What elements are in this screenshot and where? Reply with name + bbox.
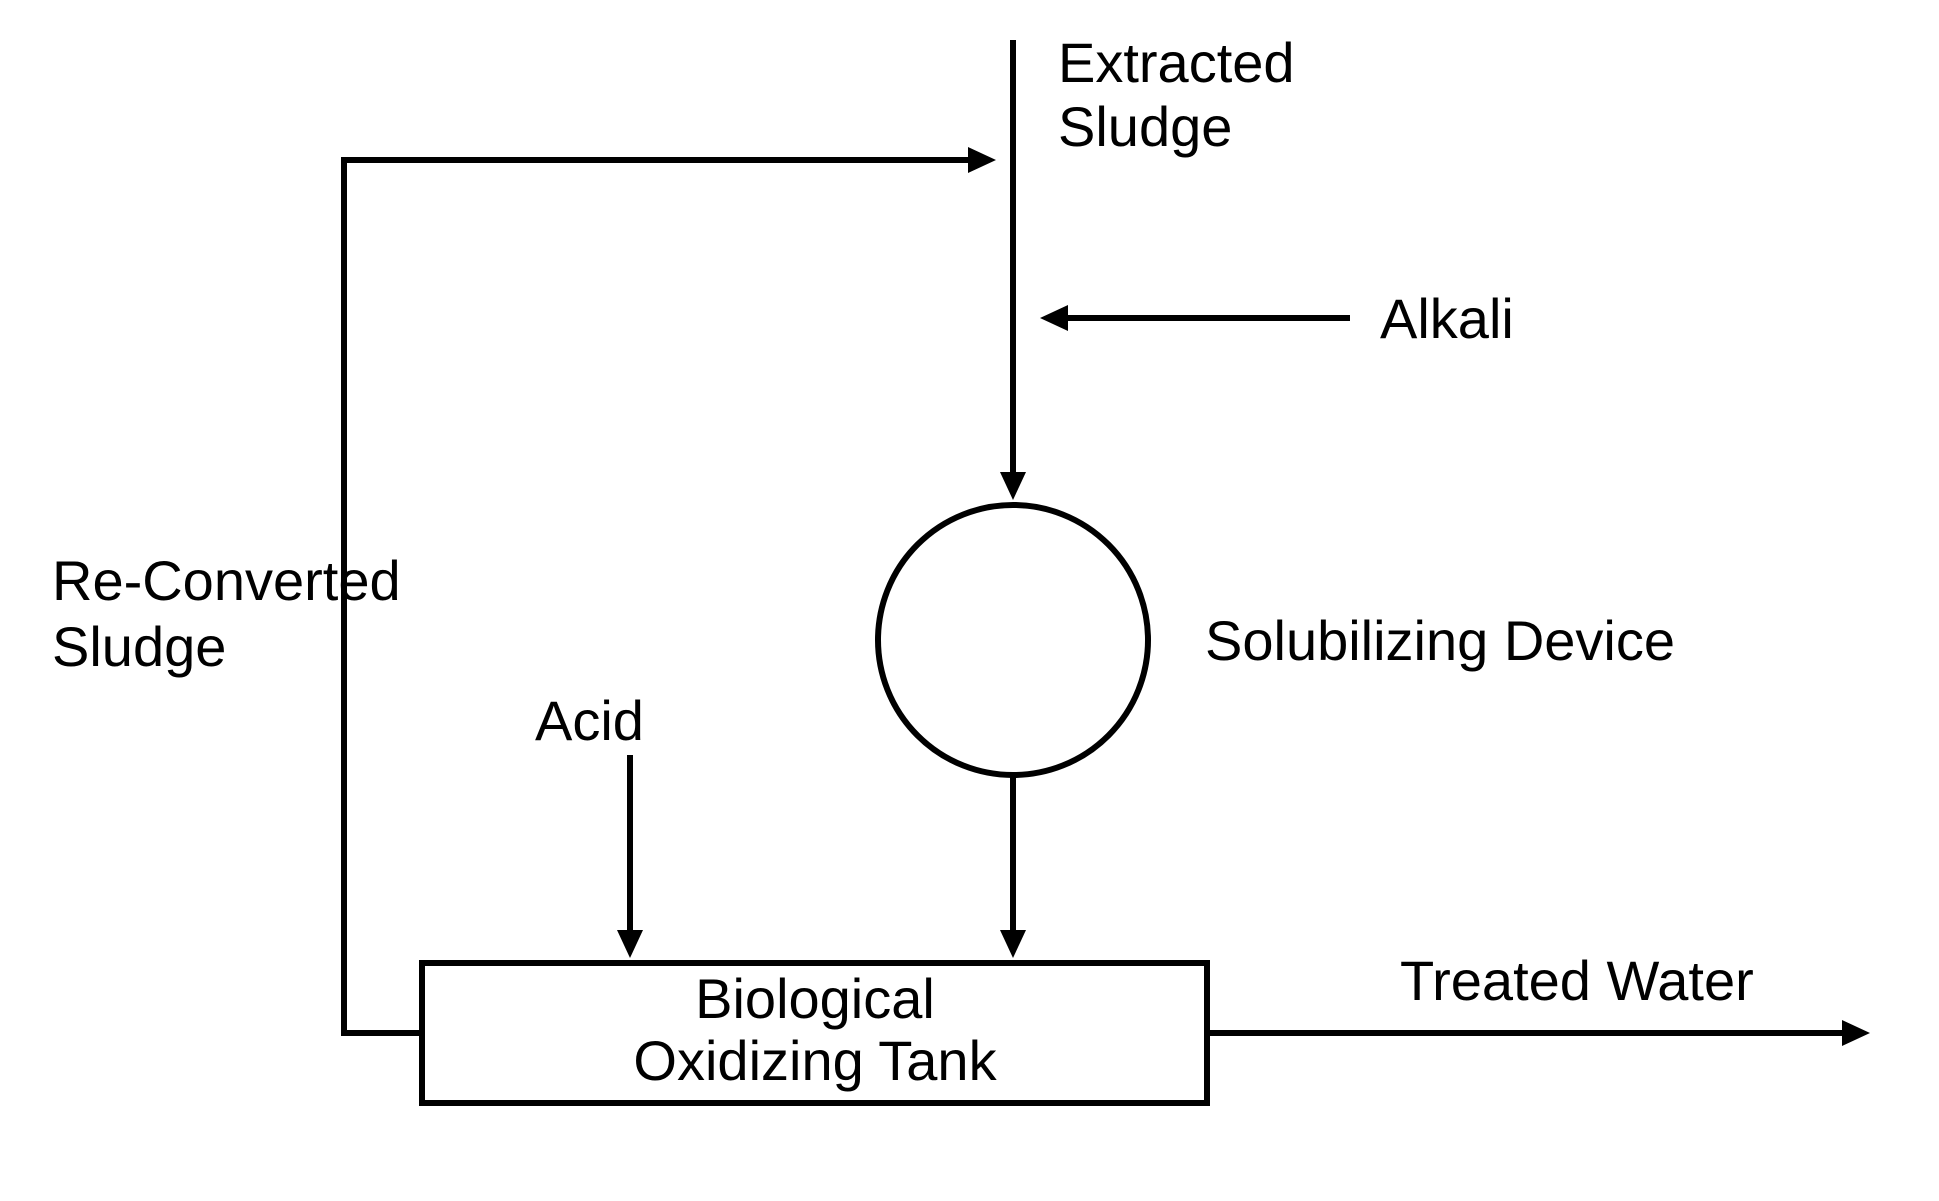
arrowhead-recycle: [968, 147, 996, 173]
alkali-label: Alkali: [1380, 287, 1514, 350]
arrowhead-treated-out: [1842, 1020, 1870, 1046]
acid-label: Acid: [535, 689, 644, 752]
arrowhead-solub-to-tank: [1000, 930, 1026, 958]
reconverted-sludge-label-line2: Sludge: [52, 615, 226, 678]
tank-label-line1: Biological: [695, 967, 935, 1030]
treated-water-label: Treated Water: [1400, 949, 1754, 1012]
extracted-sludge-label-line2: Sludge: [1058, 95, 1232, 158]
solubilizing-device-label: Solubilizing Device: [1205, 609, 1675, 672]
arrowhead-acid-in: [617, 930, 643, 958]
arrowhead-alkali-in: [1040, 305, 1068, 331]
edge-recycle: [344, 160, 968, 1033]
tank-label-line2: Oxidizing Tank: [633, 1029, 997, 1092]
solubilizing-device-node: [878, 505, 1148, 775]
flow-diagram: Extracted Sludge Alkali Solubilizing Dev…: [0, 0, 1939, 1201]
reconverted-sludge-label-line1: Re-Converted: [52, 549, 401, 612]
arrowhead-extracted-in: [1000, 472, 1026, 500]
extracted-sludge-label-line1: Extracted: [1058, 31, 1295, 94]
